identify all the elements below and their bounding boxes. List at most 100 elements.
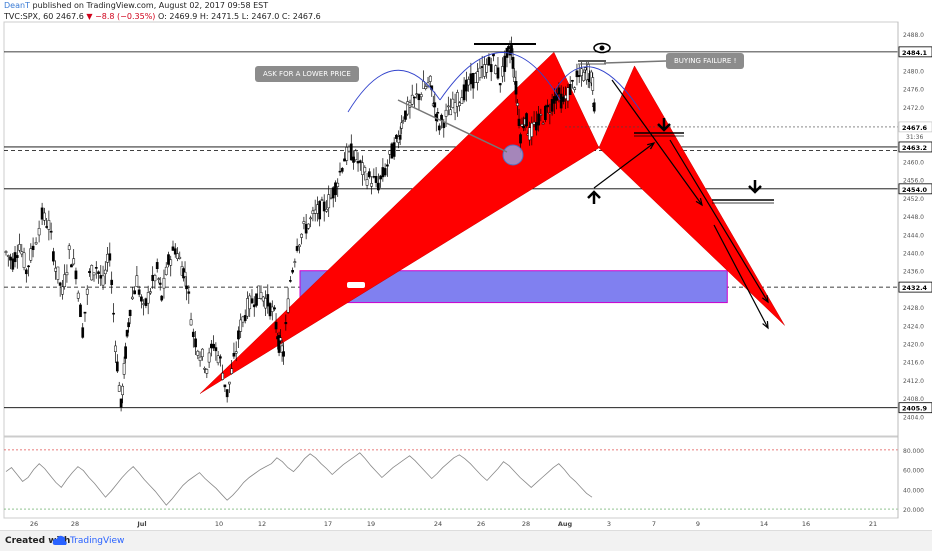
candle-body (157, 278, 161, 280)
candle-body (137, 289, 141, 295)
candle-body (9, 256, 12, 261)
candle-body (92, 272, 96, 276)
candle-body (252, 304, 256, 308)
candle-body (200, 348, 204, 357)
candle-body (485, 64, 489, 73)
candle-body (379, 175, 382, 180)
candle-body (313, 209, 317, 214)
time-tick-label: 26 (477, 520, 485, 528)
candle-body (115, 361, 119, 372)
candle-body (534, 122, 538, 131)
candle-body (573, 87, 577, 90)
candle-body (49, 230, 53, 233)
tradingview-cloud-icon (52, 535, 67, 545)
author-link[interactable]: DeanT (4, 1, 30, 10)
candle-body (103, 269, 107, 275)
candle-body (183, 271, 187, 277)
candle-body (264, 298, 267, 309)
candle-body (108, 253, 112, 261)
change-value: ▼ −8.8 (−0.35%) (86, 12, 156, 21)
time-tick-label: 3 (607, 520, 611, 528)
candle-body (440, 114, 443, 121)
candle-body (548, 112, 552, 114)
candle-body (232, 353, 236, 357)
candle-body (125, 330, 129, 337)
candle-body (352, 156, 355, 163)
candle-body (392, 142, 396, 157)
candle-body (406, 101, 410, 115)
down-arrow-head-icon (748, 185, 762, 194)
candle-body (580, 68, 583, 76)
arrow-drop-2-head (761, 294, 769, 304)
candle-body (90, 265, 94, 281)
candle-body (20, 251, 24, 255)
candle-body (571, 80, 574, 82)
price-tick-label: 2472.0 (903, 105, 924, 112)
candle-body (568, 84, 572, 95)
candle-body (198, 356, 202, 361)
candle-body (234, 351, 238, 354)
candle-body (298, 244, 301, 247)
candle-body (318, 201, 322, 220)
circle-highlight (502, 144, 524, 166)
time-tick-label: Jul (136, 520, 146, 528)
rsi-tick-label: 80.000 (903, 448, 924, 455)
candle-body (259, 292, 263, 299)
candle-body (106, 253, 109, 263)
price-tick-label: 2444.0 (903, 232, 924, 239)
last-price: 2467.6 (55, 12, 84, 21)
candle-body (307, 223, 310, 229)
candle-body (358, 160, 362, 163)
price-tick-label: 2448.0 (903, 214, 924, 221)
candle-body (516, 102, 519, 106)
candle-body (546, 104, 549, 108)
price-level-label: 2467.6 (902, 124, 928, 132)
price-level-box (898, 46, 932, 58)
price-level-label: 2484.1 (902, 49, 928, 57)
publish-line: DeanT published on TradingView.com, Augu… (4, 1, 268, 11)
time-tick-label: 12 (258, 520, 266, 528)
published-text: published on TradingView.com, August 02,… (32, 1, 269, 10)
candle-body (31, 245, 35, 251)
candle-body (340, 168, 344, 172)
zone-label-chip (347, 282, 365, 288)
price-level-label: 2463.2 (902, 144, 927, 152)
candle-body (128, 309, 132, 316)
price-tick-label: 2404.0 (903, 414, 924, 421)
candle-body (37, 228, 41, 236)
candle-body (282, 351, 285, 357)
price-tick-label: 2408.0 (903, 396, 924, 403)
time-tick-label: 19 (367, 520, 375, 528)
candle-body (388, 150, 391, 155)
price-level-box (898, 402, 932, 414)
candle-body (40, 207, 44, 220)
candle-body (178, 256, 182, 259)
arc-middle (439, 52, 561, 101)
tradingview-link[interactable]: TradingView (70, 536, 125, 546)
candle-body (492, 53, 495, 57)
symbol-label[interactable]: TVC:SPX, 60 (4, 12, 54, 21)
candle-body (354, 150, 358, 161)
candle-body (377, 182, 380, 191)
candle-body (268, 303, 272, 317)
price-tick-label: 2412.0 (903, 378, 924, 385)
candle-body (54, 267, 57, 272)
candle-body (67, 245, 71, 250)
candle-body (300, 233, 303, 238)
candle-body (257, 285, 261, 299)
arrow-drop-1 (611, 79, 703, 206)
candle-body (474, 73, 477, 83)
arrow-drop-2 (669, 139, 769, 303)
rsi-tick-label: 40.000 (903, 487, 924, 494)
rsi-pane-frame (3, 435, 899, 519)
price-level-label: 2432.4 (902, 284, 928, 292)
footer-bar: Created with TradingView (0, 530, 932, 551)
candle-body (142, 303, 146, 305)
candle-body (266, 294, 270, 307)
candle-body (311, 210, 315, 215)
candle-body (70, 264, 73, 268)
candle-body (52, 251, 55, 262)
callout-buying-failure-text: BUYING FAILURE ! (674, 57, 737, 65)
candle-body (205, 369, 209, 374)
